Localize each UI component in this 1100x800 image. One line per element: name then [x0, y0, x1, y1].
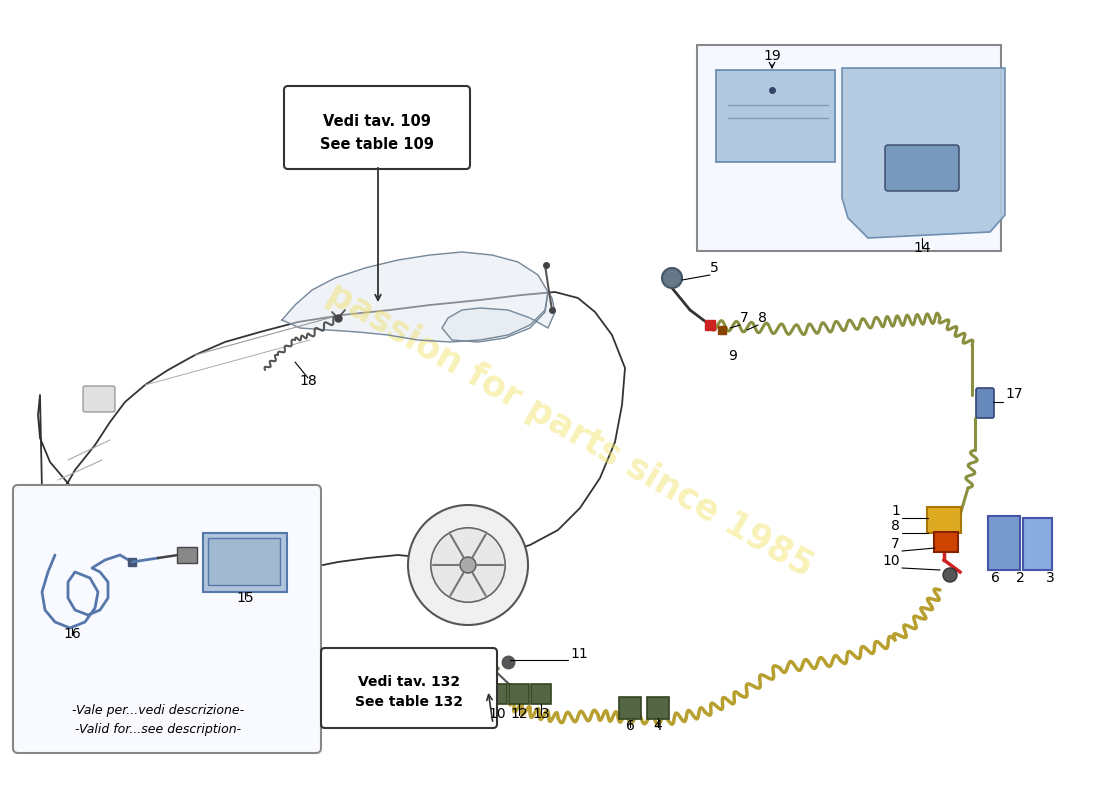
Text: 10: 10 [882, 554, 900, 568]
FancyBboxPatch shape [487, 684, 507, 704]
FancyBboxPatch shape [647, 697, 669, 719]
Text: 5: 5 [710, 261, 718, 275]
Circle shape [431, 528, 505, 602]
FancyBboxPatch shape [284, 86, 470, 169]
Text: 19: 19 [763, 49, 781, 63]
Text: 11: 11 [570, 647, 587, 661]
Circle shape [460, 557, 476, 573]
Polygon shape [282, 252, 548, 342]
Text: Vedi tav. 109
See table 109: Vedi tav. 109 See table 109 [320, 114, 433, 152]
Text: 7: 7 [891, 537, 900, 551]
Text: 16: 16 [63, 627, 81, 641]
FancyBboxPatch shape [976, 388, 994, 418]
Text: 13: 13 [532, 707, 550, 721]
FancyBboxPatch shape [927, 507, 961, 533]
FancyBboxPatch shape [988, 516, 1020, 570]
Text: 18: 18 [299, 374, 317, 388]
Text: 8: 8 [891, 519, 900, 533]
Circle shape [943, 568, 957, 582]
FancyBboxPatch shape [886, 145, 959, 191]
FancyBboxPatch shape [697, 45, 1001, 251]
Text: 4: 4 [653, 719, 662, 733]
FancyBboxPatch shape [177, 547, 197, 563]
FancyBboxPatch shape [531, 684, 551, 704]
Text: 12: 12 [510, 707, 528, 721]
Text: -Vale per...vedi descrizione-
-Valid for...see description-: -Vale per...vedi descrizione- -Valid for… [72, 704, 244, 736]
Circle shape [114, 524, 230, 640]
FancyBboxPatch shape [1023, 518, 1052, 570]
FancyBboxPatch shape [716, 70, 835, 162]
FancyBboxPatch shape [619, 697, 641, 719]
Text: 10: 10 [488, 707, 506, 721]
Text: 14: 14 [913, 241, 931, 255]
Text: 8: 8 [758, 311, 767, 325]
Circle shape [662, 268, 682, 288]
FancyBboxPatch shape [321, 648, 497, 728]
FancyBboxPatch shape [204, 533, 287, 592]
Text: 7: 7 [740, 311, 749, 325]
Circle shape [136, 546, 208, 618]
Text: 1: 1 [891, 504, 900, 518]
Circle shape [164, 574, 180, 590]
Text: 2: 2 [1015, 571, 1024, 585]
Polygon shape [842, 68, 1005, 238]
Text: passion for parts since 1985: passion for parts since 1985 [321, 277, 818, 583]
Text: 3: 3 [1046, 571, 1055, 585]
FancyBboxPatch shape [208, 538, 280, 585]
Text: Vedi tav. 132
See table 132: Vedi tav. 132 See table 132 [355, 674, 463, 710]
FancyBboxPatch shape [509, 684, 529, 704]
Circle shape [408, 505, 528, 625]
FancyBboxPatch shape [82, 386, 116, 412]
FancyBboxPatch shape [934, 532, 958, 552]
Text: 17: 17 [1005, 387, 1023, 401]
Text: 15: 15 [236, 591, 254, 605]
Text: 6: 6 [991, 571, 1000, 585]
FancyBboxPatch shape [13, 485, 321, 753]
Text: 6: 6 [626, 719, 635, 733]
Polygon shape [442, 292, 556, 342]
Text: 9: 9 [728, 349, 737, 363]
